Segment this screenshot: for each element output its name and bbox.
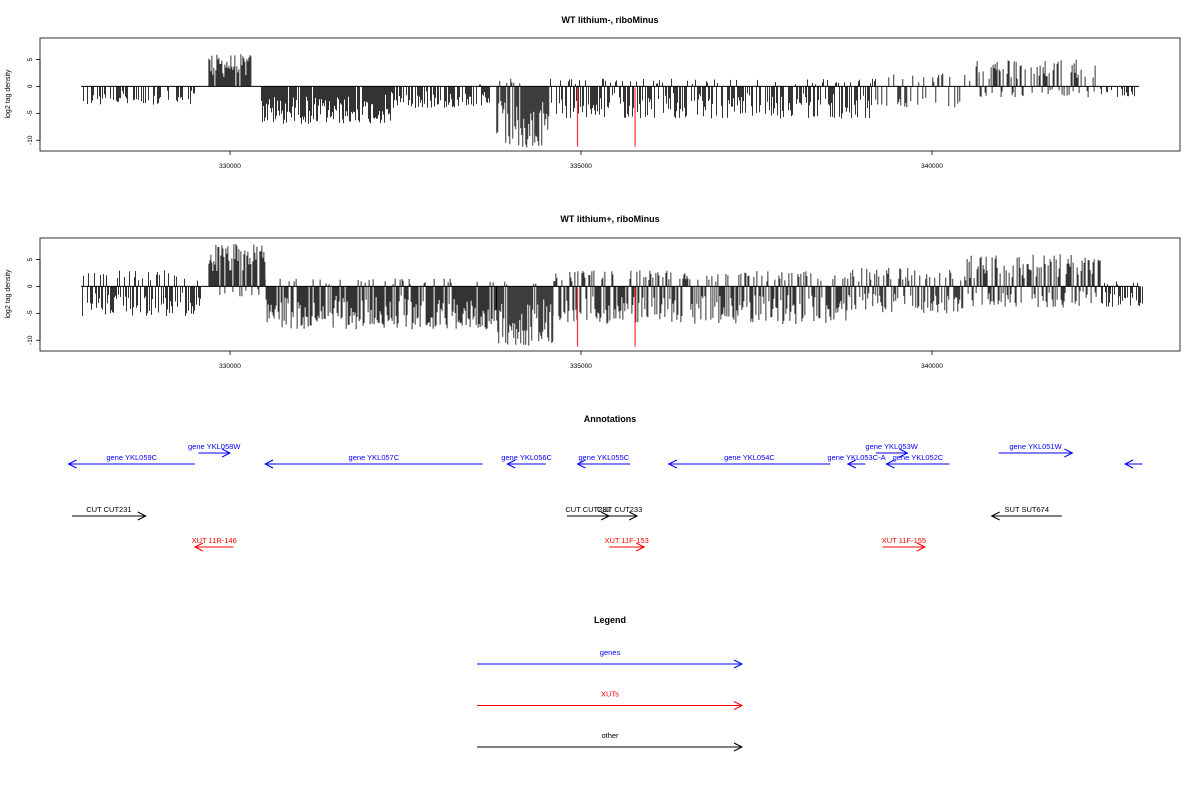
y-tick-label: -5 xyxy=(27,310,34,316)
legend-title: Legend xyxy=(594,615,626,625)
track-title: WT lithium+, riboMinus xyxy=(560,214,659,224)
annotation-label: gene YKL055C xyxy=(578,453,629,462)
x-tick-label: 335000 xyxy=(570,163,592,170)
x-tick-label: 340000 xyxy=(921,363,943,370)
annotation-arrow: XUT 11R-146 xyxy=(192,536,237,552)
x-axis: 330000 335000 340000 xyxy=(219,351,943,370)
annotation-features: gene YKL059C gene YKL058W gene YKL057C gene… xyxy=(67,442,1143,552)
legend-entry: genes xyxy=(477,648,744,669)
track-panel-lithium-plus: WT lithium+, riboMinus 5 0 -5 -10 330000 335… xyxy=(5,214,1181,370)
red-marker-lines xyxy=(576,287,636,347)
annotations-title: Annotations xyxy=(584,414,637,424)
y-tick-label: 0 xyxy=(27,284,34,288)
y-tick-label: 5 xyxy=(27,257,34,261)
annotation-label: gene YKL059C xyxy=(106,453,157,462)
annotation-arrow: gene YKL053C-A xyxy=(827,453,886,469)
annotation-arrow: gene YKL052C xyxy=(885,453,950,469)
annotation-label: XUT 11F-155 xyxy=(882,536,926,545)
annotation-arrow: gene YKL051W xyxy=(998,442,1074,458)
annotation-arrow: gene YKL056C xyxy=(501,453,553,469)
annotation-arrow: gene YKL054C xyxy=(667,453,831,469)
annotation-label: XUT 11F-153 xyxy=(604,536,648,545)
annotation-label: gene YKL056C xyxy=(501,453,552,462)
x-tick-label: 330000 xyxy=(219,363,241,370)
x-tick-label: 340000 xyxy=(921,163,943,170)
annotation-label: SUT SUT674 xyxy=(1005,505,1049,514)
annotation-arrow: gene YKL058W xyxy=(188,442,241,458)
y-axis-label: log2 tag density xyxy=(5,69,12,119)
annotation-arrow xyxy=(1123,459,1143,469)
signal-bars xyxy=(82,243,1143,346)
track-title: WT lithium-, riboMinus xyxy=(562,15,659,25)
annotation-label: gene YKL053C-A xyxy=(827,453,885,462)
legend-label: XUTs xyxy=(601,690,619,699)
y-tick-label: 5 xyxy=(27,57,34,61)
annotation-label: gene YKL053W xyxy=(865,442,918,451)
red-marker-lines xyxy=(576,87,636,147)
annotation-arrow: gene YKL055C xyxy=(576,453,631,469)
x-axis: 330000 335000 340000 xyxy=(219,151,943,170)
annotation-arrow: CUT CUT231 xyxy=(72,505,147,521)
annotation-label: CUT CUT233 xyxy=(597,505,642,514)
legend-label: genes xyxy=(600,648,621,657)
x-tick-label: 330000 xyxy=(219,163,241,170)
y-tick-label: -10 xyxy=(27,135,34,145)
legend-entries: genes XUTs other xyxy=(477,648,744,752)
annotation-label: XUT 11R-146 xyxy=(192,536,237,545)
annotation-label: gene YKL058W xyxy=(188,442,241,451)
y-tick-label: -5 xyxy=(27,110,34,116)
annotation-label: gene YKL051W xyxy=(1009,442,1062,451)
annotation-label: gene YKL057C xyxy=(349,453,400,462)
y-axis-label: log2 tag density xyxy=(5,269,12,319)
annotation-label: CUT CUT231 xyxy=(86,505,131,514)
annotation-label: gene YKL052C xyxy=(893,453,944,462)
signal-bars xyxy=(83,54,1135,148)
annotation-arrow: XUT 11F-155 xyxy=(882,536,927,552)
legend-panel: Legend genes XUTs other xyxy=(477,615,744,752)
plot-frame xyxy=(39,37,1181,152)
annotation-arrow: XUT 11F-153 xyxy=(604,536,649,552)
legend-entry: XUTs xyxy=(477,690,744,710)
annotation-arrow: gene YKL059C xyxy=(67,453,195,469)
y-axis: 5 0 -5 -10 xyxy=(27,257,41,345)
annotation-label: gene YKL054C xyxy=(724,453,775,462)
x-tick-label: 335000 xyxy=(570,363,592,370)
y-axis: 5 0 -5 -10 xyxy=(27,57,41,145)
annotation-label: CUT CUT232 xyxy=(565,505,610,514)
legend-entry: other xyxy=(477,731,744,752)
y-tick-label: -10 xyxy=(27,335,34,345)
annotation-arrow: gene YKL057C xyxy=(263,453,483,469)
legend-label: other xyxy=(601,731,619,740)
track-panel-lithium-minus: WT lithium-, riboMinus 5 0 -5 -10 330000 335… xyxy=(5,15,1181,170)
annotation-arrow: CUT CUT233 xyxy=(597,505,642,521)
annotation-arrow: gene YKL053W xyxy=(865,442,919,458)
annotation-arrow: SUT SUT674 xyxy=(990,505,1062,521)
y-tick-label: 0 xyxy=(27,84,34,88)
